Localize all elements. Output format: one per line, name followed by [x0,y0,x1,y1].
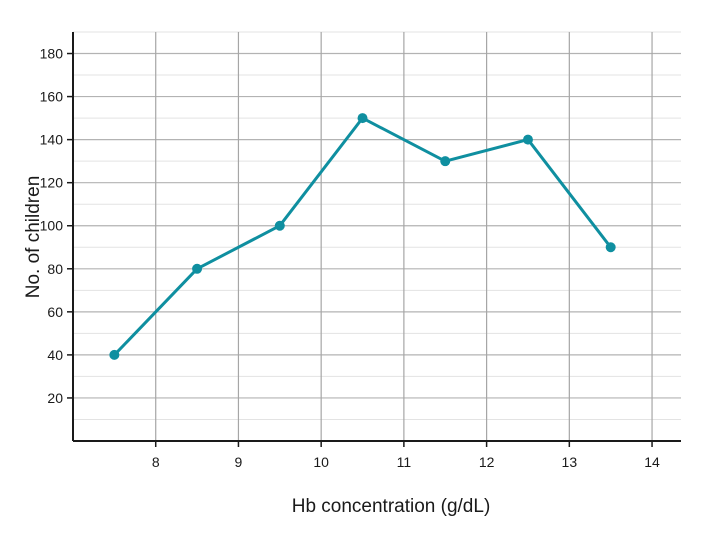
data-point [274,220,285,231]
y-axis-title: No. of children [23,176,44,299]
grid [73,31,681,441]
y-tick-label: 60 [47,304,63,320]
series-line [113,116,612,356]
data-point [605,242,616,253]
data-point [357,113,368,124]
x-tick-label: 13 [562,454,578,470]
series [109,113,616,360]
x-tick-label: 11 [397,454,412,470]
x-axis-title: Hb concentration (g/dL) [292,496,491,517]
data-point [109,349,120,360]
x-tick-label: 10 [313,454,329,470]
y-tick-label: 40 [47,347,63,363]
y-tick-label: 100 [40,218,64,234]
data-point [440,156,451,167]
data-point [522,134,533,145]
x-tick-label: 9 [235,454,243,470]
ticks: 20 40 60 80 100 120 140 160 180 8 9 10 11 12 13 14 [40,46,660,470]
x-tick-label: 12 [479,454,495,470]
y-tick-label: 20 [47,390,63,406]
axes [72,32,681,442]
y-tick-label: 120 [40,175,64,191]
x-tick-label: 8 [152,454,160,470]
y-tick-label: 140 [40,132,64,148]
y-tick-label: 180 [40,46,64,62]
y-tick-label: 80 [47,261,63,277]
y-tick-label: 160 [40,89,64,105]
x-tick-label: 14 [644,454,660,470]
data-point [192,263,203,274]
